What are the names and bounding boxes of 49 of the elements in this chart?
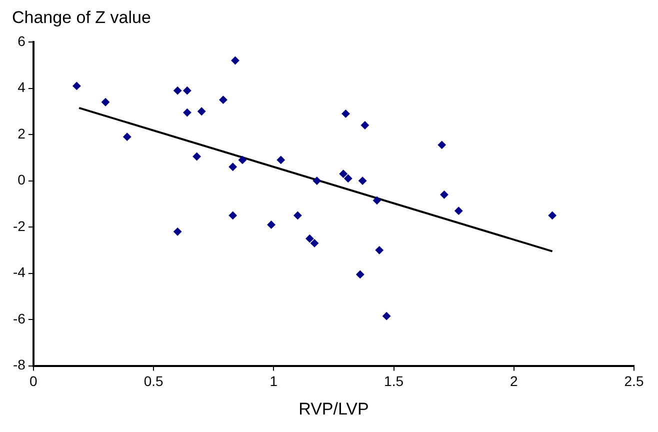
point [342,110,350,118]
point [228,162,237,171]
point [72,82,81,90]
x-axis-title: RVP/LVP [298,399,369,418]
point [548,211,556,220]
point [360,121,369,130]
y-axis-title: Change of Z value [12,8,151,28]
point [339,170,348,178]
x-tick-label: 0.5 [144,373,164,390]
point [219,96,228,104]
point [123,132,132,141]
point [102,98,110,106]
x-tick-label: 2.5 [624,373,644,390]
x-tick-label: 0 [30,373,38,390]
point [454,206,463,215]
point [358,176,367,185]
y-tick-label: 0 [18,172,26,188]
y-tick-label: -4 [12,264,26,280]
y-tick-label: 6 [18,32,26,49]
point [375,246,384,254]
point [228,211,237,220]
point [267,220,276,229]
point [276,156,285,164]
x-tick-label: 1.5 [384,373,404,390]
point [183,86,192,95]
point [183,108,192,117]
point [312,176,321,185]
point [344,174,352,182]
point [440,190,448,199]
point [174,228,182,236]
point [306,234,314,243]
y-tick-label: -2 [12,218,26,234]
y-tick-label: -6 [12,310,26,326]
point [198,107,206,116]
point [174,86,182,95]
point [294,211,302,220]
point [231,56,240,65]
point [238,156,246,164]
y-tick-label: 4 [18,79,26,96]
point [372,196,381,204]
y-tick-label: 2 [18,125,26,142]
x-tick-label: 1 [270,373,278,390]
point [438,140,446,149]
point [310,239,319,248]
x-tick-label: 2 [510,373,518,390]
y-tick-label: -8 [12,356,26,373]
point [382,312,391,320]
point [192,152,201,160]
point [356,270,364,278]
